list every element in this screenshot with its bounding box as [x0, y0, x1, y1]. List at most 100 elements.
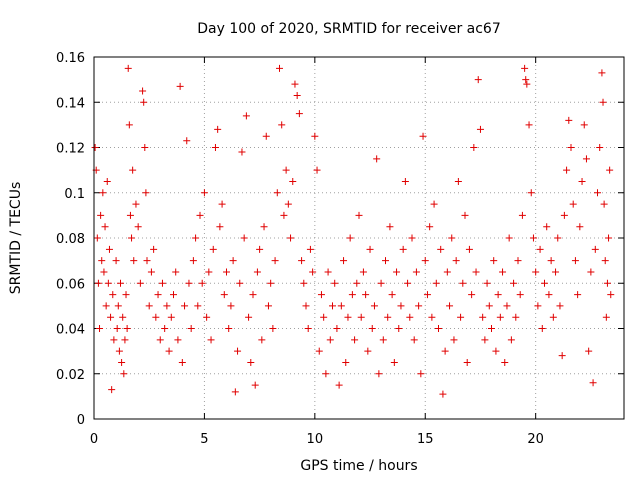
data-point	[109, 291, 117, 299]
data-point	[580, 121, 588, 129]
data-point	[156, 336, 164, 344]
data-point	[428, 313, 436, 321]
data-point	[211, 144, 219, 151]
data-point	[518, 211, 526, 219]
data-point	[329, 302, 336, 310]
data-point	[287, 234, 295, 242]
data-point	[346, 234, 354, 242]
data-point	[340, 257, 348, 265]
data-point	[362, 291, 370, 299]
data-point	[96, 325, 104, 332]
data-point	[161, 325, 169, 332]
data-point	[147, 268, 155, 276]
data-point	[306, 245, 314, 253]
data-point	[123, 325, 131, 332]
data-point	[368, 325, 376, 332]
data-point	[220, 291, 228, 299]
data-point	[545, 291, 553, 299]
data-point	[165, 347, 173, 355]
data-point	[238, 148, 246, 156]
data-point	[417, 370, 425, 378]
data-point	[529, 234, 537, 242]
data-point	[304, 325, 312, 332]
data-point	[192, 234, 200, 242]
data-point	[503, 302, 511, 310]
data-point	[258, 336, 266, 344]
data-point	[569, 200, 577, 208]
data-point	[521, 64, 529, 72]
data-point	[242, 112, 250, 120]
data-point	[183, 137, 191, 145]
data-point	[276, 64, 283, 72]
data-point	[574, 291, 582, 299]
data-point	[594, 189, 601, 197]
data-point	[481, 336, 489, 344]
data-point	[187, 325, 195, 332]
data-point	[599, 98, 607, 106]
data-point	[108, 386, 116, 394]
data-point	[344, 313, 352, 321]
data-point	[251, 381, 259, 389]
data-point	[189, 257, 197, 265]
data-point	[282, 166, 290, 174]
data-point	[218, 200, 226, 208]
y-tick-label: 0.06	[56, 277, 85, 292]
data-point	[435, 325, 442, 332]
data-point	[140, 98, 148, 106]
data-point	[366, 245, 374, 253]
y-tick-label: 0.16	[56, 51, 85, 66]
data-point	[448, 234, 456, 242]
data-point	[205, 268, 213, 276]
data-point	[115, 347, 123, 355]
data-point	[256, 245, 264, 253]
data-point	[472, 268, 480, 276]
data-point	[313, 166, 321, 174]
data-point	[172, 268, 180, 276]
data-point	[174, 336, 182, 344]
data-point	[536, 245, 544, 253]
data-point	[359, 268, 367, 276]
data-point	[136, 279, 144, 287]
data-point	[585, 347, 593, 355]
data-point	[125, 121, 133, 129]
data-point	[337, 302, 345, 310]
x-axis-label: GPS time / hours	[300, 458, 417, 474]
x-tick-label: 15	[417, 432, 434, 447]
data-point	[565, 116, 573, 124]
data-point	[441, 347, 449, 355]
data-point	[432, 279, 440, 287]
data-point	[388, 291, 396, 299]
data-point	[373, 155, 381, 163]
data-point	[194, 302, 202, 310]
data-point	[406, 313, 414, 321]
data-point	[382, 257, 389, 265]
data-point	[408, 234, 416, 242]
data-point	[105, 245, 113, 253]
data-point	[492, 347, 500, 355]
data-point	[163, 302, 171, 310]
data-point	[207, 336, 215, 344]
data-point	[117, 279, 124, 287]
data-point	[598, 69, 606, 77]
data-point	[176, 82, 184, 90]
data-point	[483, 279, 491, 287]
data-point	[120, 370, 128, 378]
data-point	[576, 223, 584, 231]
data-point	[386, 223, 394, 231]
data-point	[560, 211, 568, 219]
data-point	[342, 358, 350, 366]
data-point	[410, 336, 418, 344]
data-point	[430, 200, 438, 208]
y-tick-label: 0.08	[56, 232, 85, 247]
data-point	[507, 336, 515, 344]
data-point	[170, 291, 177, 299]
data-point	[591, 245, 599, 253]
data-point	[439, 390, 447, 398]
data-point	[196, 211, 204, 219]
data-point	[501, 358, 509, 366]
data-point	[103, 177, 111, 185]
data-point	[556, 302, 564, 310]
data-point	[315, 347, 323, 355]
data-point	[229, 257, 237, 265]
